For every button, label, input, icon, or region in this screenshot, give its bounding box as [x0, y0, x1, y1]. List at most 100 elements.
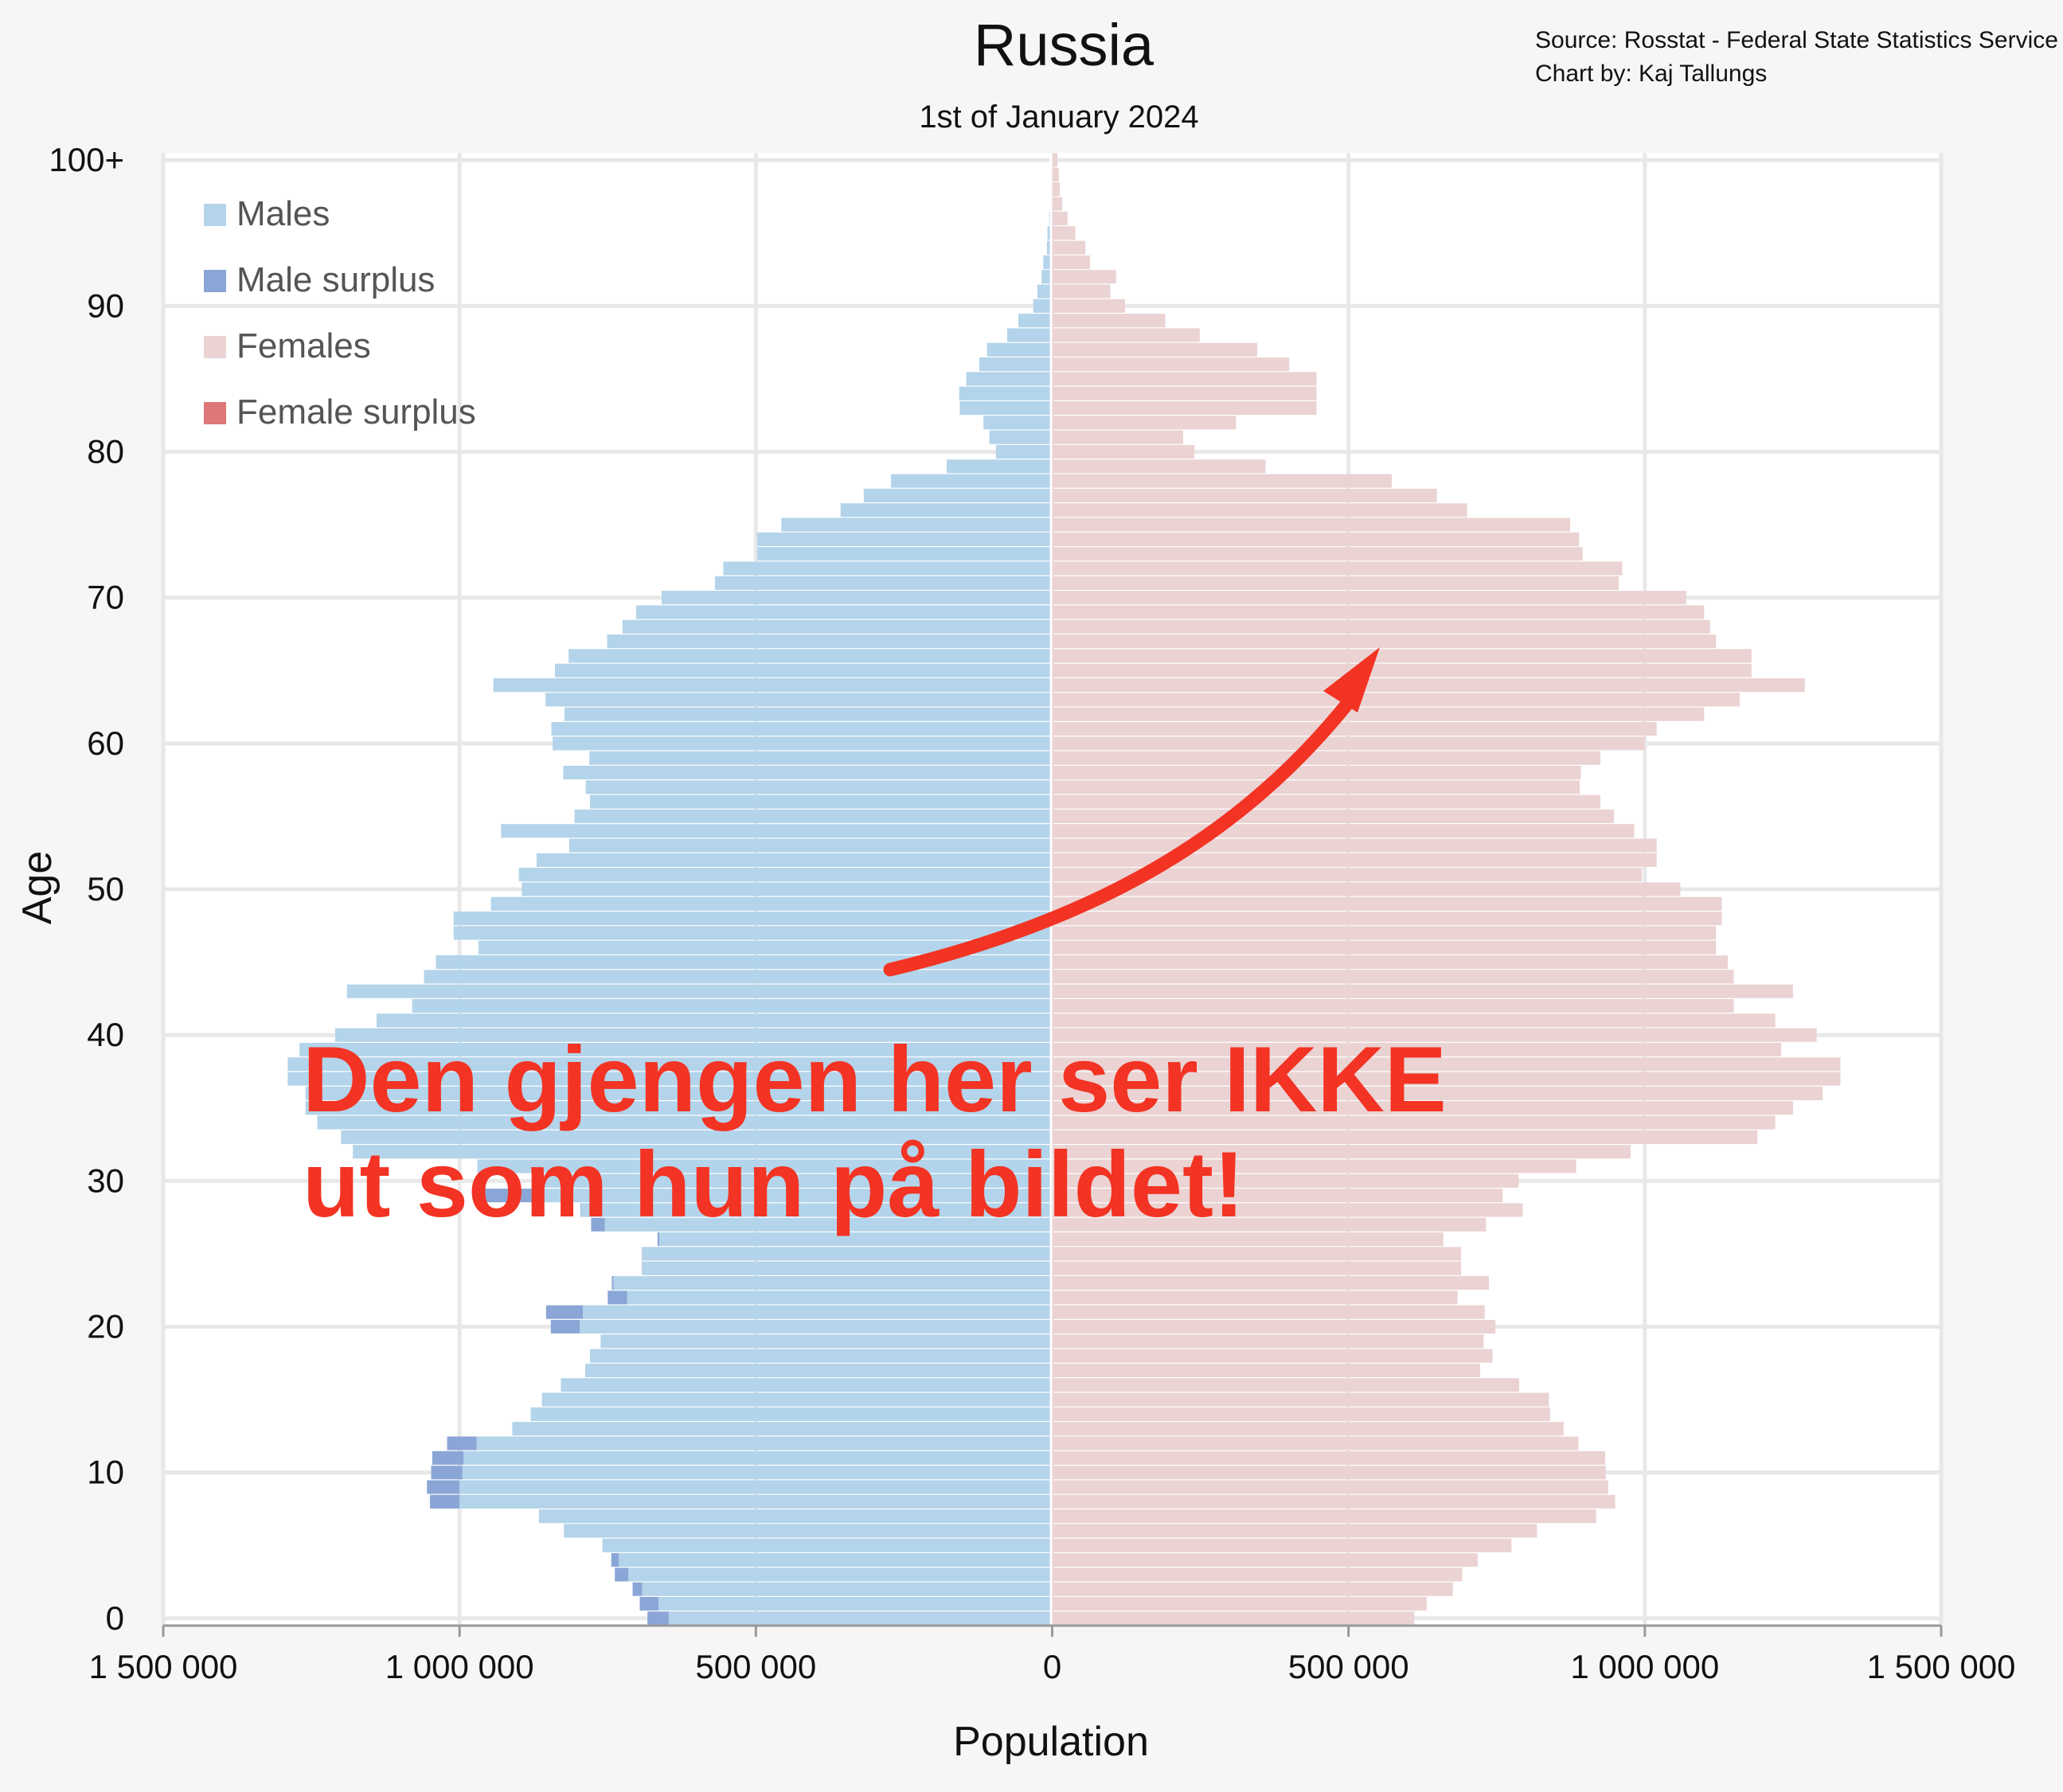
source-line-2: Chart by: Kaj Tallungs	[1535, 61, 1767, 87]
bar-females	[1051, 488, 1437, 503]
bar-females	[1051, 1232, 1444, 1247]
bar-females	[1051, 1305, 1485, 1319]
bar-males	[585, 780, 1051, 794]
bar-males	[1043, 255, 1051, 269]
bar-females	[1051, 955, 1729, 970]
bar-females	[1051, 1553, 1478, 1568]
bar-females	[1051, 1203, 1523, 1217]
bar-males	[555, 663, 1051, 677]
bar-females	[1051, 1509, 1596, 1524]
x-tick-label: 500 000	[695, 1648, 816, 1685]
bar-males	[512, 1422, 1051, 1436]
bar-females	[1051, 780, 1580, 794]
bar-females	[1051, 1392, 1549, 1407]
bar-females	[1051, 474, 1393, 488]
bar-male-surplus	[474, 1189, 538, 1203]
bar-males	[642, 1582, 1051, 1596]
bar-females	[1051, 182, 1061, 197]
legend-swatch-males	[204, 204, 226, 226]
y-tick-label: 10	[87, 1454, 124, 1491]
bar-males	[627, 1290, 1051, 1305]
bar-males	[536, 853, 1051, 867]
bar-females	[1051, 765, 1581, 780]
bar-males	[661, 591, 1051, 605]
bar-males	[459, 1494, 1051, 1509]
y-tick-label: 20	[87, 1308, 124, 1345]
bar-males	[1018, 314, 1051, 328]
bar-males	[947, 459, 1051, 474]
bar-males	[463, 1450, 1051, 1465]
bar-females	[1051, 1028, 1817, 1042]
annotation-line-1: Den gjengen her ser IKKE	[303, 1027, 1447, 1131]
bar-male-surplus	[447, 1436, 477, 1450]
bar-females	[1051, 1275, 1490, 1290]
bar-males	[959, 400, 1051, 416]
y-tick-labels: 0 10 20 30 40 50 60 70 80 90 100+	[49, 141, 124, 1637]
bar-males	[476, 1436, 1051, 1450]
bar-females	[1051, 1363, 1480, 1378]
bar-females	[1051, 328, 1200, 342]
x-axis-label: Population	[953, 1719, 1149, 1765]
bar-males	[346, 984, 1051, 998]
bar-males	[564, 707, 1051, 721]
bar-males	[604, 1217, 1051, 1232]
bar-males	[659, 1232, 1051, 1247]
bar-females	[1051, 400, 1317, 416]
bar-females	[1051, 1159, 1577, 1173]
bar-male-surplus	[550, 1319, 580, 1334]
bar-females	[1051, 1115, 1776, 1130]
bar-females	[1051, 153, 1058, 167]
bar-males	[582, 1305, 1051, 1319]
bar-males	[568, 649, 1051, 663]
bar-males	[756, 547, 1051, 561]
bar-males	[551, 721, 1051, 736]
bar-males	[643, 1261, 1051, 1275]
bar-females	[1051, 240, 1086, 255]
y-tick-label: 60	[87, 724, 124, 762]
bar-females	[1051, 1568, 1463, 1582]
bar-females	[1051, 1524, 1537, 1538]
bar-females	[1051, 1334, 1484, 1349]
legend-swatch-female-surplus	[204, 402, 226, 424]
bar-males	[589, 794, 1051, 809]
bar-females	[1051, 1319, 1496, 1334]
bar-males	[1046, 240, 1051, 255]
bar-males	[563, 765, 1051, 780]
bar-males	[959, 386, 1051, 400]
y-axis-label: Age	[14, 851, 61, 925]
bar-males	[412, 998, 1051, 1013]
bar-males	[538, 1509, 1051, 1524]
bar-females	[1051, 1261, 1462, 1275]
bar-males	[501, 824, 1051, 838]
bar-males	[493, 678, 1051, 693]
bar-male-surplus	[642, 1261, 643, 1275]
y-tick-label: 70	[87, 579, 124, 616]
bar-females	[1051, 1611, 1415, 1626]
bar-females	[1051, 459, 1266, 474]
bar-females	[1051, 517, 1571, 532]
bar-males	[462, 1466, 1051, 1480]
bar-females	[1051, 1130, 1758, 1144]
bar-males	[553, 736, 1051, 751]
bar-males	[478, 940, 1051, 955]
bar-males	[840, 503, 1051, 517]
bar-males	[561, 1378, 1051, 1392]
bar-males	[983, 416, 1051, 430]
bar-males	[305, 1101, 1051, 1115]
bar-males	[756, 532, 1051, 546]
bar-females	[1051, 634, 1717, 649]
bar-females	[1051, 357, 1290, 372]
bar-females	[1051, 547, 1583, 561]
y-tick-label: 80	[87, 432, 124, 470]
bar-females	[1051, 970, 1734, 984]
bar-males	[589, 751, 1051, 765]
bar-females	[1051, 1436, 1579, 1450]
bar-females	[1051, 1145, 1631, 1159]
bar-females	[1051, 1378, 1520, 1392]
bar-males	[781, 517, 1051, 532]
bar-males	[453, 926, 1051, 940]
bar-females	[1051, 430, 1183, 444]
bar-females	[1051, 444, 1195, 459]
bar-females	[1051, 896, 1722, 911]
